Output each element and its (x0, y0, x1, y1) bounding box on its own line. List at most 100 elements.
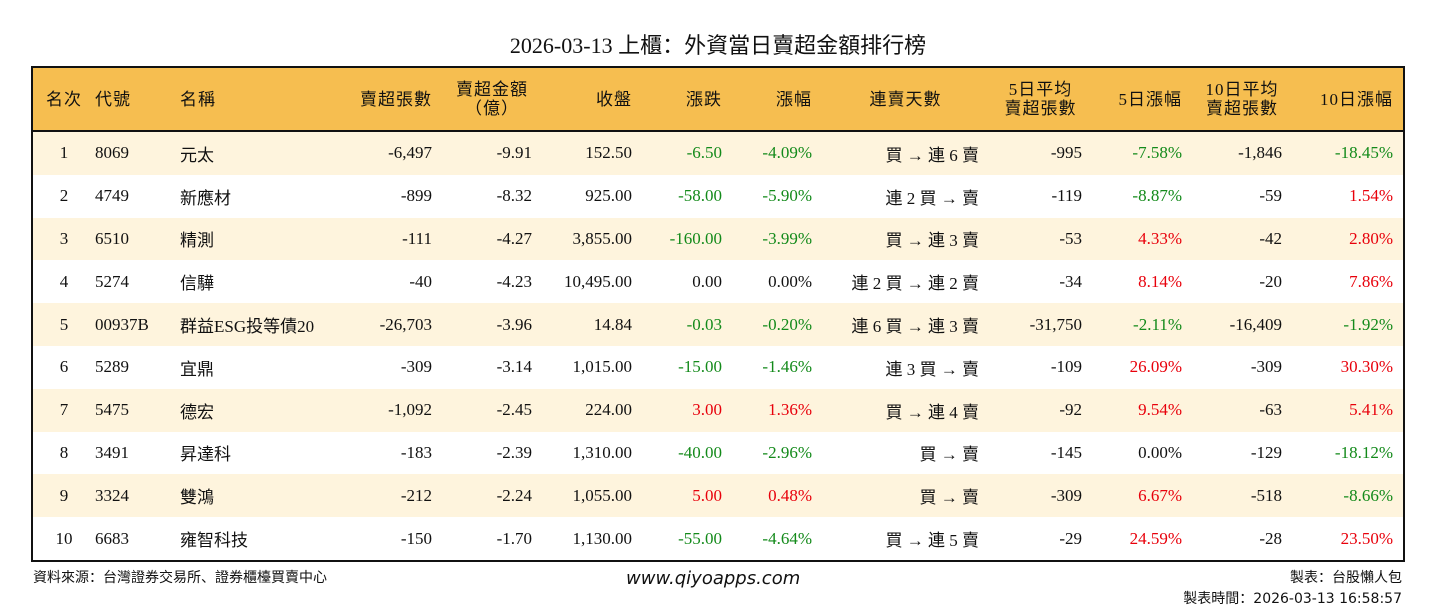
cell-name: 雍智科技 (180, 531, 248, 551)
cell-pct5: 24.59% (1129, 528, 1182, 548)
cell-rank: 1 (32, 131, 95, 175)
header-streak: 連賣天數 (822, 67, 989, 132)
cell-pct10: 7.86% (1349, 271, 1393, 291)
cell-streak: 連 2 買 → 賣 (885, 188, 980, 208)
cell-streak: 買 → 賣 (919, 445, 980, 465)
cell-net-sell-shares: -6,497 (330, 131, 442, 175)
cell-pct10: 5.41% (1292, 388, 1404, 432)
cell-avg5-net-sell: -109 (1050, 357, 1082, 377)
cell-change: 5.00 (642, 474, 732, 518)
cell-change: -6.50 (642, 131, 732, 175)
cell-net-sell-shares: -309 (400, 357, 432, 377)
header-change: 漲跌 (642, 67, 732, 132)
cell-change-pct: -3.99% (732, 217, 822, 261)
cell-change: -15.00 (678, 357, 722, 377)
header-pct5: 5日漲幅 (1092, 67, 1192, 132)
cell-streak: 買 → 連 5 賣 (885, 531, 980, 551)
cell-rank: 7 (32, 388, 95, 432)
table-row: 10 6683 雍智科技 -150 -1.70 1,130.00 -55.00 -4.64% 買… (32, 517, 1404, 561)
cell-avg5-net-sell: -995 (989, 131, 1092, 175)
cell-change: -58.00 (678, 186, 722, 206)
header-net-sell-amount: 賣超金額 （億） (442, 67, 542, 132)
cell-close: 1,055.00 (542, 474, 642, 518)
cell-net-sell-shares: -40 (409, 271, 432, 291)
page-title: 2026-03-13 上櫃：外資當日賣超金額排行榜 (509, 33, 927, 58)
cell-pct10: 23.50% (1340, 528, 1393, 548)
table-row: 2 4749 新應材 -899 -8.32 925.00 -58.00 -5.90% 連 2 買… (32, 175, 1404, 218)
cell-net-sell-amount: -4.23 (496, 271, 532, 291)
cell-avg5-net-sell: -309 (989, 474, 1092, 518)
cell-change-pct: -1.46% (762, 357, 812, 377)
header-net-sell-shares: 賣超張數 (330, 67, 442, 132)
data-source: 資料來源：台灣證券交易所、證券櫃檯買賣中心 (33, 570, 327, 586)
cell-avg10-net-sell: -42 (1192, 217, 1292, 261)
cell-close: 152.50 (542, 131, 642, 175)
cell-rank: 3 (32, 217, 95, 261)
cell-name: 群益ESG投等債20 (180, 303, 330, 346)
cell-change: -55.00 (678, 528, 722, 548)
cell-change-pct: -0.20% (732, 303, 822, 346)
cell-close: 3,855.00 (542, 217, 642, 261)
cell-code: 6683 (95, 528, 129, 548)
cell-name: 信驊 (180, 274, 214, 294)
cell-name: 精測 (180, 217, 330, 261)
cell-change-pct: -4.64% (762, 528, 812, 548)
cell-net-sell-amount: -3.14 (496, 357, 532, 377)
cell-change-pct: 1.36% (732, 388, 822, 432)
cell-close: 10,495.00 (564, 271, 632, 291)
table-row: 9 3324 雙鴻 -212 -2.24 1,055.00 5.00 0.48% 買 → 賣 -3… (32, 474, 1404, 518)
cell-close: 1,130.00 (572, 528, 633, 548)
cell-pct5: 8.14% (1138, 271, 1182, 291)
cell-change: -40.00 (678, 442, 722, 462)
cell-pct10: -18.12% (1334, 442, 1393, 462)
cell-close: 1,310.00 (572, 442, 633, 462)
generated-time: 製表時間：2026-03-13 16:58:57 (1183, 591, 1402, 607)
cell-net-sell-shares: -1,092 (330, 388, 442, 432)
website-link[interactable]: www.qiyoapps.com (626, 568, 801, 589)
cell-change-pct: 0.00% (768, 271, 812, 291)
cell-net-sell-amount: -4.27 (442, 217, 542, 261)
cell-net-sell-amount: -3.96 (442, 303, 542, 346)
table-row: 6 5289 宜鼎 -309 -3.14 1,015.00 -15.00 -1.46% 連 3 … (32, 346, 1404, 389)
cell-avg5-net-sell: -34 (1059, 271, 1082, 291)
cell-pct5: 26.09% (1129, 357, 1182, 377)
table-row: 8 3491 昇達科 -183 -2.39 1,310.00 -40.00 -2.96% 買 →… (32, 432, 1404, 475)
cell-code: 4749 (95, 186, 129, 206)
cell-code: 6510 (95, 217, 180, 261)
cell-avg10-net-sell: -16,409 (1192, 303, 1292, 346)
table-row: 7 5475 德宏 -1,092 -2.45 224.00 3.00 1.36% 買 → 連 4… (32, 388, 1404, 432)
cell-pct5: 0.00% (1138, 442, 1182, 462)
cell-code: 5289 (95, 357, 129, 377)
maker: 製表：台股懶人包 (1290, 570, 1402, 586)
cell-avg10-net-sell: -1,846 (1192, 131, 1292, 175)
cell-rank: 8 (59, 442, 69, 462)
cell-avg10-net-sell: -59 (1259, 186, 1282, 206)
cell-avg5-net-sell: -31,750 (989, 303, 1092, 346)
cell-close: 14.84 (542, 303, 642, 346)
cell-code: 8069 (95, 131, 180, 175)
cell-net-sell-shares: -183 (400, 442, 432, 462)
table-row: 4 5274 信驊 -40 -4.23 10,495.00 0.00 0.00% 連 2 買 →… (32, 260, 1404, 303)
cell-streak: 連 6 買 → 連 3 賣 (822, 303, 989, 346)
cell-net-sell-amount: -2.24 (442, 474, 542, 518)
cell-change: -0.03 (642, 303, 732, 346)
cell-change-pct: 0.48% (732, 474, 822, 518)
header-avg10-net-sell: 10日平均 賣超張數 (1192, 67, 1292, 132)
cell-net-sell-shares: -212 (330, 474, 442, 518)
cell-streak: 買 → 連 6 賣 (822, 131, 989, 175)
cell-pct10: 2.80% (1292, 217, 1404, 261)
table-row: 3 6510 精測 -111 -4.27 3,855.00 -160.00 -3.99% 買 →… (32, 217, 1404, 261)
cell-net-sell-shares: -150 (400, 528, 432, 548)
cell-pct5: 6.67% (1092, 474, 1192, 518)
cell-name: 德宏 (180, 388, 330, 432)
header-close: 收盤 (542, 67, 642, 132)
cell-pct10: -1.92% (1292, 303, 1404, 346)
cell-streak: 買 → 賣 (822, 474, 989, 518)
cell-avg5-net-sell: -92 (989, 388, 1092, 432)
cell-code: 5475 (95, 388, 180, 432)
cell-change-pct: -2.96% (762, 442, 812, 462)
cell-name: 雙鴻 (180, 474, 330, 518)
cell-change-pct: -4.09% (732, 131, 822, 175)
table-row: 5 00937B 群益ESG投等債20 -26,703 -3.96 14.84 -0.03-… (32, 303, 1404, 346)
cell-streak: 連 2 買 → 連 2 賣 (851, 274, 980, 294)
